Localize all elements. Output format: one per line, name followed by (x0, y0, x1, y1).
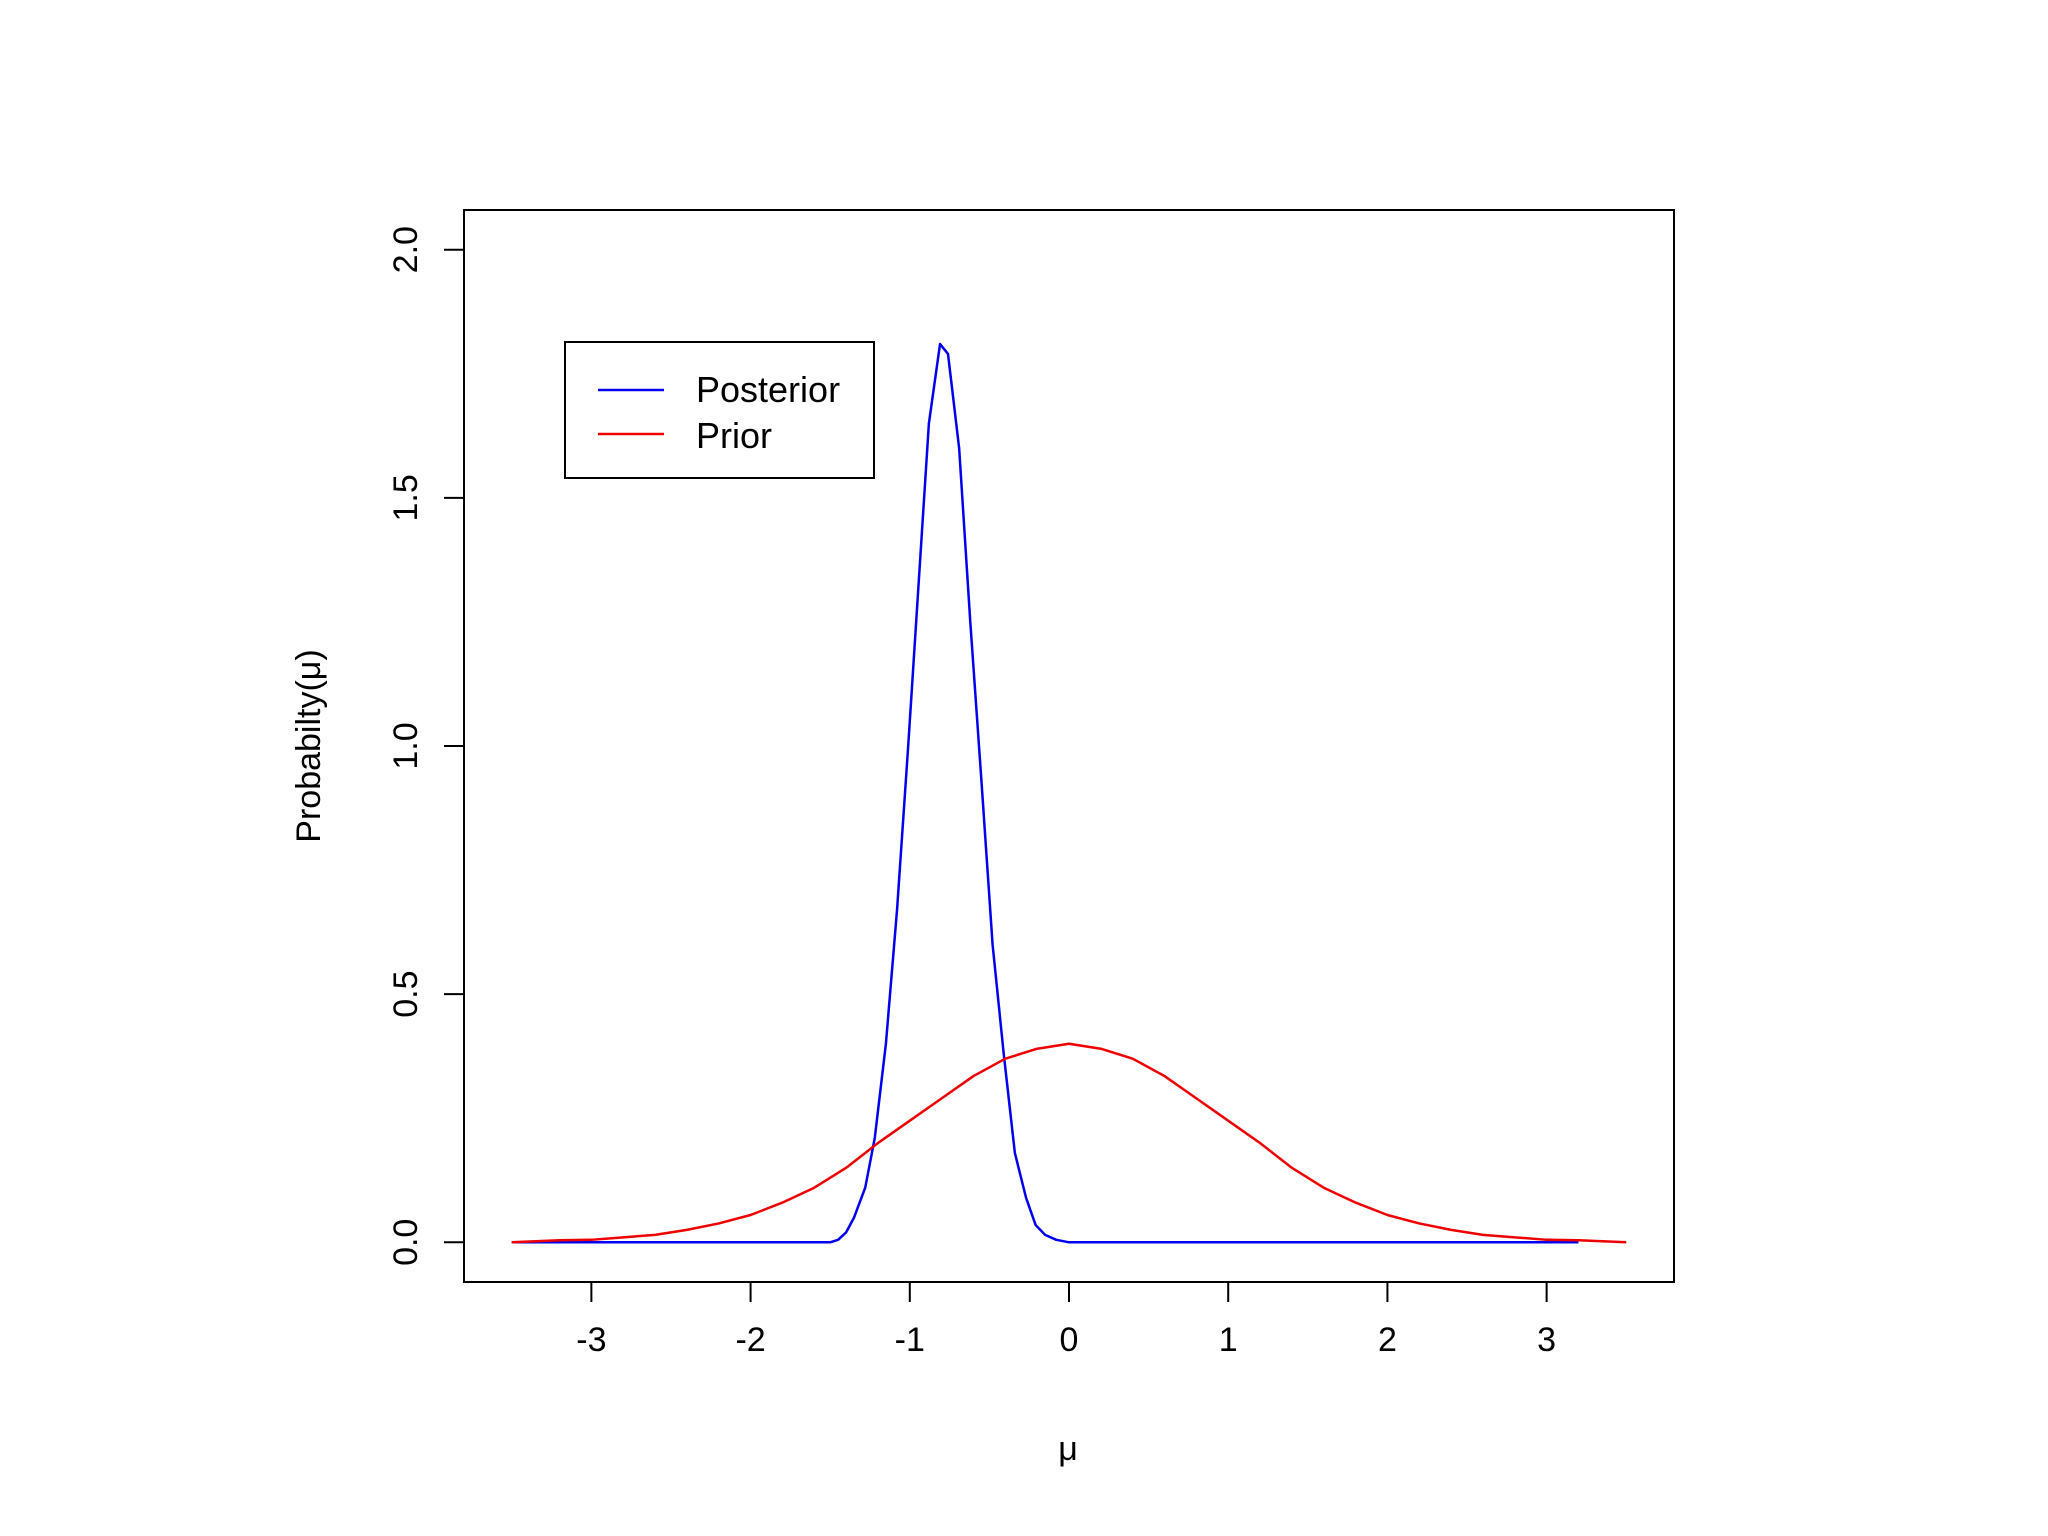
y-tick-label: 0.5 (387, 971, 425, 1018)
legend-label-posterior: Posterior (696, 369, 840, 410)
x-tick-label: 0 (1060, 1321, 1079, 1359)
x-tick-label: -2 (735, 1321, 765, 1359)
y-tick-label: 1.5 (387, 474, 425, 521)
x-tick-label: -1 (895, 1321, 925, 1359)
legend-box (564, 341, 875, 479)
series-line-posterior (511, 342, 1579, 1244)
x-tick-label: 3 (1537, 1321, 1556, 1359)
y-axis: 0.0 0.5 1.0 1.5 2.0 (387, 226, 465, 1266)
x-axis-label: μ (1058, 1430, 1078, 1468)
x-tick-label: 1 (1219, 1321, 1238, 1359)
series-line-prior (511, 1042, 1627, 1244)
x-tick-label: -3 (576, 1321, 606, 1359)
y-tick-label: 0.0 (387, 1219, 425, 1266)
series-layer (511, 342, 1627, 1244)
y-tick-label: 1.0 (387, 722, 425, 769)
legend: Posterior Prior (564, 341, 875, 479)
y-axis-label: Probabilty(μ) (290, 649, 328, 842)
x-tick-label: 2 (1378, 1321, 1397, 1359)
y-tick-label: 2.0 (387, 226, 425, 273)
legend-label-prior: Prior (696, 415, 772, 456)
x-axis: -3 -2 -1 0 1 2 3 (576, 1281, 1556, 1359)
